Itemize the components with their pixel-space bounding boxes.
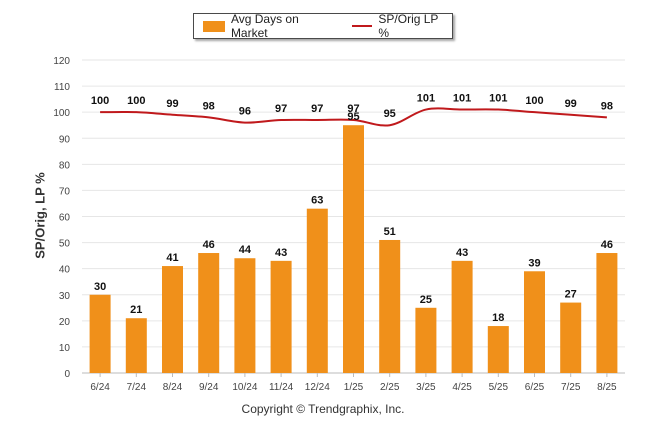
bar-data-label: 63 xyxy=(311,195,323,207)
bar xyxy=(125,318,147,373)
line-data-label: 100 xyxy=(525,95,543,107)
y-tick-label: 0 xyxy=(64,369,70,380)
bar xyxy=(89,294,111,373)
legend-swatch-line xyxy=(352,25,373,27)
label-layer: 30 21 41 46 44 43 63 95 51 25 43 18 39 27 46 100 100 99 98… xyxy=(91,93,613,324)
legend-item-line-series[interactable]: SP/Orig LP % xyxy=(338,12,452,40)
x-tick-label: 5/25 xyxy=(489,382,509,393)
line-series-path xyxy=(100,107,607,127)
line-data-label: 101 xyxy=(489,93,507,105)
y-tick-label: 90 xyxy=(59,134,71,145)
line-data-label: 98 xyxy=(601,100,613,112)
bar-data-label: 46 xyxy=(203,239,215,251)
bar-data-label: 27 xyxy=(565,289,577,301)
bar xyxy=(487,326,509,373)
x-tick-label: 7/24 xyxy=(127,382,147,393)
bar-data-label: 43 xyxy=(275,247,287,259)
bar xyxy=(415,307,437,373)
line-data-label: 97 xyxy=(347,103,359,115)
bar-data-label: 51 xyxy=(384,226,396,238)
bar-data-label: 41 xyxy=(166,252,178,264)
x-tick-label: 10/24 xyxy=(232,382,257,393)
x-tick-label: 2/25 xyxy=(380,382,400,393)
y-tick-label: 110 xyxy=(54,82,70,93)
x-tick-label: 1/25 xyxy=(344,382,364,393)
legend-swatch-bar xyxy=(203,20,225,32)
y-tick-label: 50 xyxy=(59,239,71,250)
bar-data-label: 44 xyxy=(239,244,252,256)
x-tick-label: 7/25 xyxy=(561,382,581,393)
bar xyxy=(270,260,292,373)
bar xyxy=(451,260,473,373)
line-data-label: 101 xyxy=(417,93,435,105)
bar-data-label: 95 xyxy=(347,111,359,123)
bar xyxy=(234,258,256,373)
line-data-label: 95 xyxy=(384,108,396,120)
line-data-label: 99 xyxy=(565,98,577,110)
x-tick-label: 11/24 xyxy=(269,382,294,393)
bar xyxy=(198,253,220,373)
bar-layer xyxy=(89,125,618,373)
bar xyxy=(306,208,328,373)
legend-label-bar-series: Avg Days on Market xyxy=(230,12,299,40)
line-data-label: 100 xyxy=(91,95,109,107)
y-tick-label: 10 xyxy=(59,343,71,354)
y-tick-label: 30 xyxy=(59,291,71,302)
bar-data-label: 46 xyxy=(601,239,613,251)
y-tick-label: 120 xyxy=(53,56,70,67)
bar-data-label: 30 xyxy=(94,281,106,293)
legend-item-bar-series[interactable]: Avg Days on Market xyxy=(194,12,338,40)
legend-label-line-series: SP/Orig LP % xyxy=(378,12,439,40)
x-tick-label: 9/24 xyxy=(199,382,219,393)
line-data-label: 101 xyxy=(453,93,471,105)
x-tick-label: 6/25 xyxy=(525,382,545,393)
bar-data-label: 25 xyxy=(420,294,432,306)
bar-data-label: 18 xyxy=(492,312,504,324)
line-data-label: 96 xyxy=(239,106,251,118)
y-tick-label: 40 xyxy=(59,265,71,276)
y-tick-label: 70 xyxy=(59,186,71,197)
copyright-text: Copyright © Trendgraphix, Inc. xyxy=(241,402,405,416)
line-data-label: 97 xyxy=(275,103,287,115)
y-tick-label: 60 xyxy=(59,213,71,224)
axis-layer: 0 10 20 30 40 50 60 70 80 90 100 110 120 6/24 7/24 8/24… xyxy=(53,56,617,393)
bar xyxy=(560,302,582,373)
bar-data-label: 43 xyxy=(456,247,468,259)
bar-data-label: 21 xyxy=(130,304,142,316)
legend: Avg Days on Market SP/Orig LP % xyxy=(193,12,453,40)
bar xyxy=(162,266,183,373)
y-tick-label: 80 xyxy=(59,160,71,171)
bar xyxy=(379,239,401,373)
line-data-label: 98 xyxy=(203,100,215,112)
y-tick-label: 100 xyxy=(53,108,70,119)
x-tick-label: 8/24 xyxy=(163,382,183,393)
line-layer xyxy=(100,107,607,127)
x-tick-label: 3/25 xyxy=(416,382,436,393)
x-tick-label: 12/24 xyxy=(305,382,330,393)
line-data-label: 99 xyxy=(166,98,178,110)
x-tick-label: 8/25 xyxy=(597,382,617,393)
x-tick-label: 4/25 xyxy=(452,382,472,393)
y-axis-title: SP/Orig, LP % xyxy=(32,172,48,259)
bar xyxy=(596,253,618,373)
bar xyxy=(524,271,545,373)
bar xyxy=(343,125,364,373)
y-tick-label: 20 xyxy=(59,317,71,328)
line-data-label: 97 xyxy=(311,103,323,115)
x-tick-label: 6/24 xyxy=(90,382,110,393)
bar-data-label: 39 xyxy=(528,257,540,269)
line-data-label: 100 xyxy=(127,95,145,107)
